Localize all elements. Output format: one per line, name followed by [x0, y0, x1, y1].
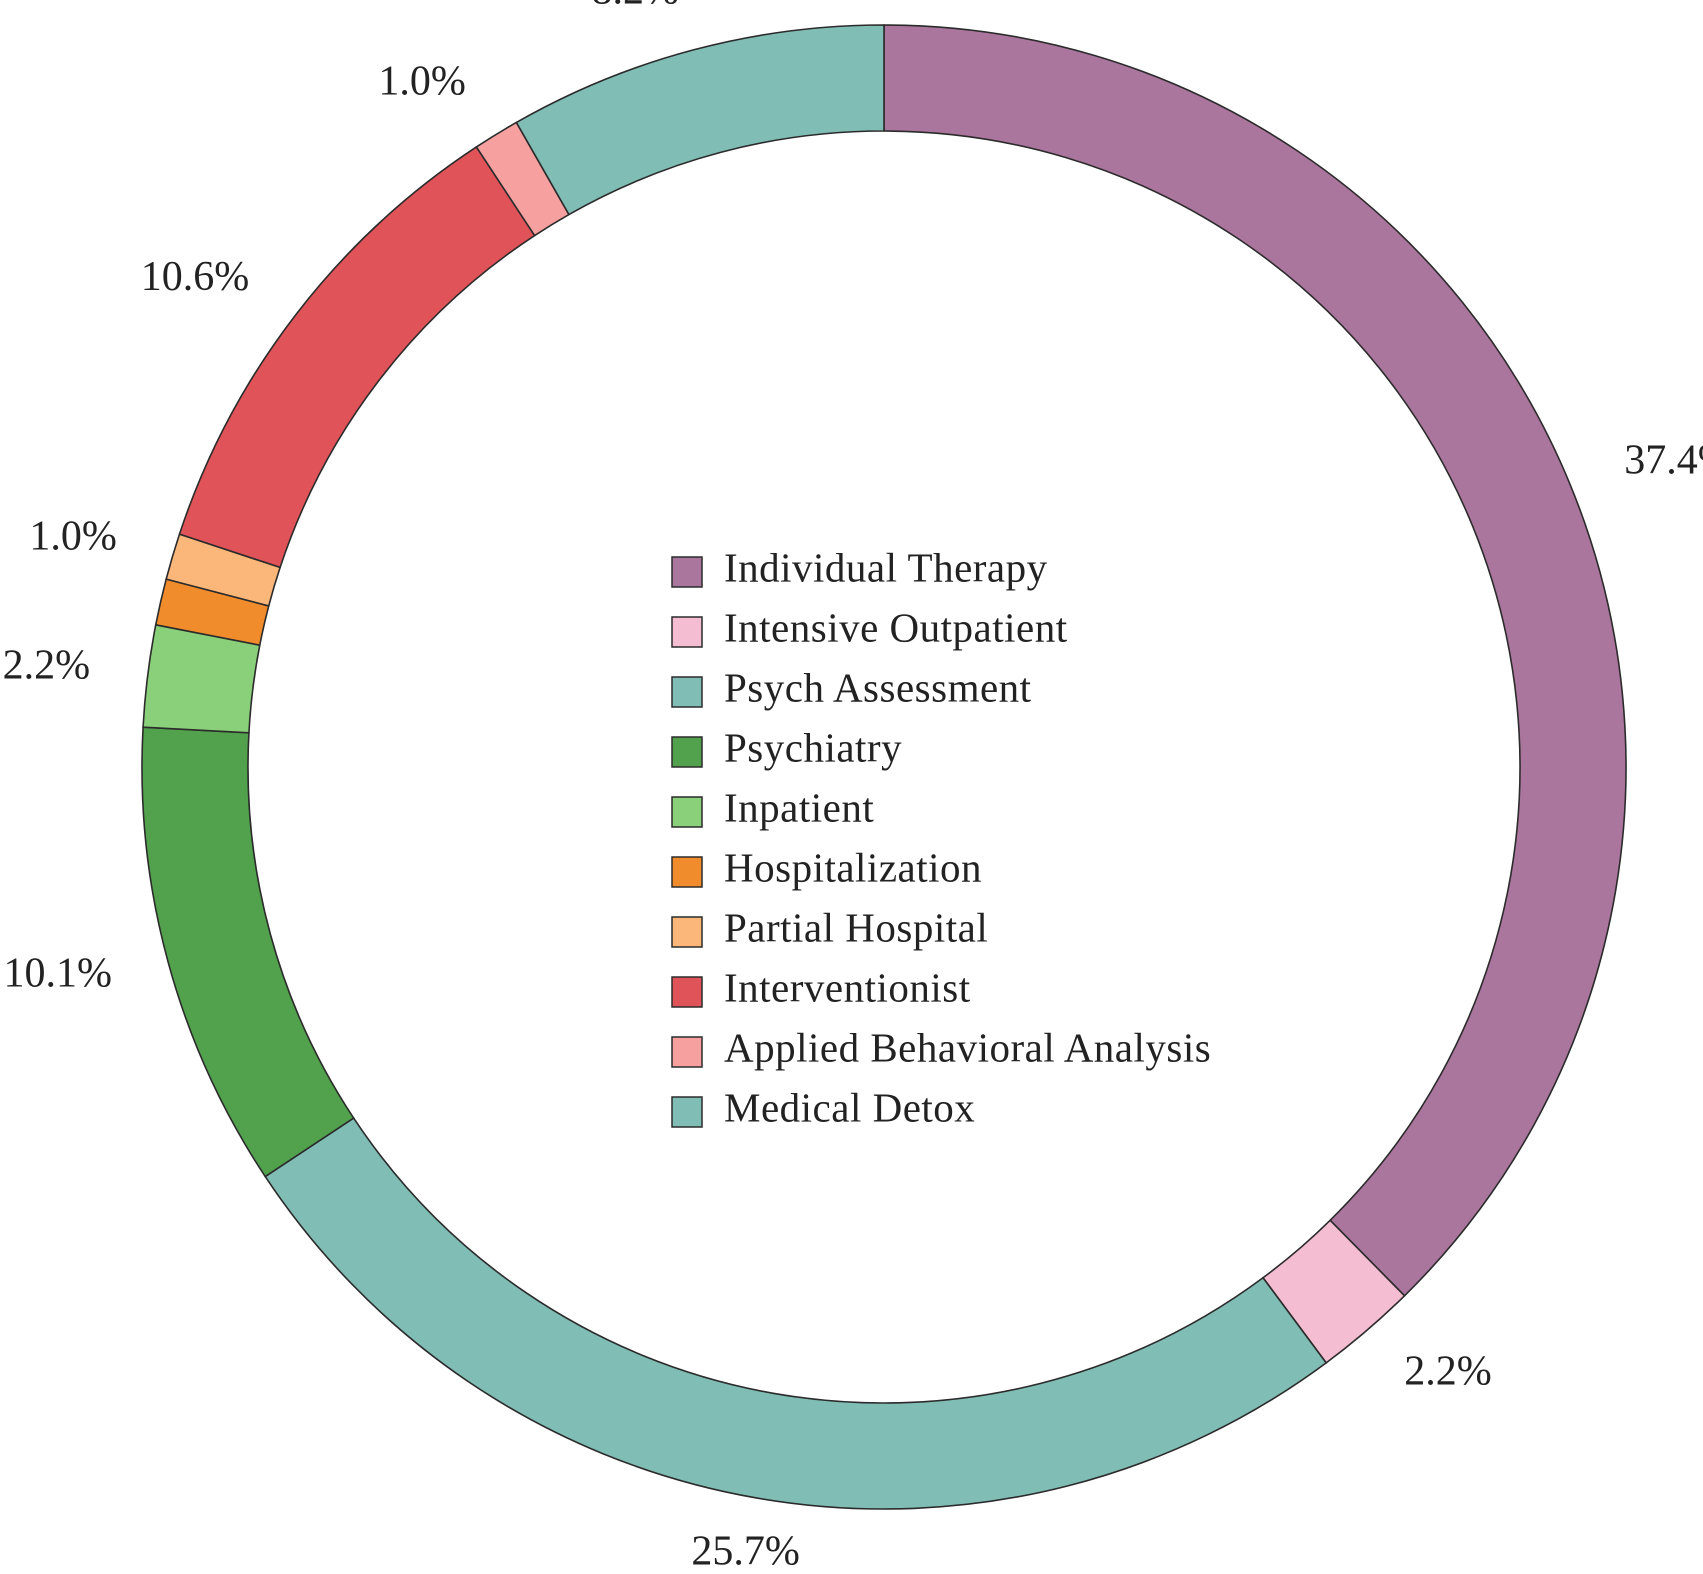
slice-interventionist: [178, 145, 536, 569]
legend-label-psychiatry: Psychiatry: [724, 724, 902, 770]
donut-slices: [141, 24, 1627, 1510]
slice-medical-detox: [515, 24, 885, 216]
legend-label-intensive-outpatient: Intensive Outpatient: [724, 604, 1068, 650]
legend-label-interventionist: Interventionist: [724, 964, 971, 1010]
legend-item-individual-therapy: Individual Therapy: [671, 544, 1048, 590]
legend-item-medical-detox: Medical Detox: [671, 1084, 975, 1130]
legend-label-individual-therapy: Individual Therapy: [724, 544, 1048, 590]
legend-label-inpatient: Inpatient: [724, 784, 874, 830]
legend-item-applied-behavioral-analysis: Applied Behavioral Analysis: [671, 1024, 1211, 1070]
legend-swatch-partial-hospital: [671, 916, 703, 948]
pct-label-psychiatry: 10.1%: [4, 951, 113, 997]
pct-label-individual-therapy: 37.4%: [1624, 437, 1703, 483]
legend-swatch-interventionist: [671, 976, 703, 1008]
legend-item-inpatient: Inpatient: [671, 784, 874, 830]
legend-label-psych-assessment: Psych Assessment: [724, 664, 1032, 710]
legend-swatch-medical-detox: [671, 1096, 703, 1128]
legend-swatch-psychiatry: [671, 736, 703, 768]
legend: Individual Therapy Intensive Outpatient Ps…: [671, 544, 1211, 1130]
pct-label-intensive-outpatient: 2.2%: [1404, 1348, 1492, 1394]
slice-labels: 37.4% 2.2% 25.7% 10.1% 2.2% 1.0% 10.6% 1.0% 8.2%: [3, 0, 1703, 1574]
pct-label-medical-detox: 8.2%: [591, 0, 679, 13]
pct-label-partial-hospital: 1.0%: [29, 514, 117, 560]
legend-label-partial-hospital: Partial Hospital: [724, 904, 988, 950]
legend-swatch-applied-behavioral-analysis: [671, 1036, 703, 1068]
legend-label-medical-detox: Medical Detox: [724, 1084, 975, 1130]
slice-psych-assessment: [264, 1116, 1328, 1510]
legend-swatch-hospitalization: [671, 856, 703, 888]
legend-item-hospitalization: Hospitalization: [671, 844, 982, 890]
pct-label-inpatient: 2.2%: [3, 642, 91, 688]
pct-label-interventionist: 10.6%: [141, 254, 250, 300]
pct-label-psych-assessment: 25.7%: [691, 1529, 800, 1574]
legend-swatch-intensive-outpatient: [671, 616, 703, 648]
legend-label-hospitalization: Hospitalization: [724, 844, 982, 890]
legend-swatch-psych-assessment: [671, 676, 703, 708]
legend-item-intensive-outpatient: Intensive Outpatient: [671, 604, 1068, 650]
slice-individual-therapy: [883, 24, 1627, 1297]
legend-label-applied-behavioral-analysis: Applied Behavioral Analysis: [724, 1024, 1211, 1070]
legend-item-psychiatry: Psychiatry: [671, 724, 902, 770]
legend-item-partial-hospital: Partial Hospital: [671, 904, 988, 950]
legend-swatch-individual-therapy: [671, 556, 703, 588]
legend-item-interventionist: Interventionist: [671, 964, 971, 1010]
legend-swatch-inpatient: [671, 796, 703, 828]
pct-label-applied-behavioral-analysis: 1.0%: [378, 59, 466, 105]
legend-item-psych-assessment: Psych Assessment: [671, 664, 1032, 710]
slice-psychiatry: [141, 726, 355, 1178]
